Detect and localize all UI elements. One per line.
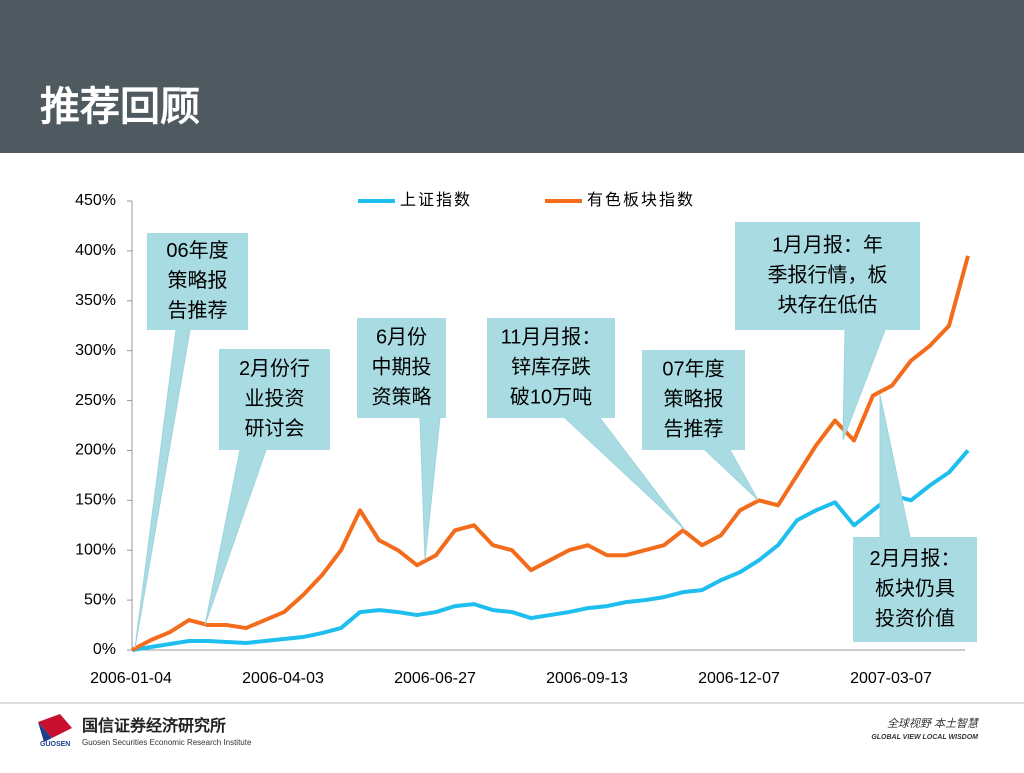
legend-label: 上证指数 xyxy=(400,191,472,209)
y-tick-label: 200% xyxy=(75,442,116,459)
callout-text: 季报行情，板 xyxy=(768,263,888,286)
x-tick-label: 2006-12-07 xyxy=(698,670,780,687)
y-tick-label: 350% xyxy=(75,292,116,309)
slide-title: 推荐回顾 xyxy=(40,83,200,130)
logo-mark xyxy=(38,722,52,742)
x-tick-label: 2007-03-07 xyxy=(850,670,932,687)
callout-text: 07年度 xyxy=(662,357,724,380)
callout-pointer xyxy=(134,329,191,649)
callout-pointer xyxy=(204,449,267,626)
callout-text: 中期投 xyxy=(372,355,432,378)
callout-text: 块存在低估 xyxy=(778,293,878,316)
y-tick-label: 300% xyxy=(75,342,116,359)
callout-text: 1月月报：年 xyxy=(772,233,883,256)
callout-pointer xyxy=(419,417,441,561)
logo-text: GUOSEN xyxy=(40,741,70,748)
org-name: 国信证券经济研究所 xyxy=(82,716,226,735)
x-tick-label: 2006-01-04 xyxy=(90,670,172,687)
series-line xyxy=(131,449,970,652)
motto: 全球视野 本土智慧 xyxy=(887,717,980,730)
x-tick-label: 2006-09-13 xyxy=(546,670,628,687)
org-name-en: Guosen Securities Economic Research Inst… xyxy=(82,738,252,747)
callout-text: 06年度 xyxy=(166,239,228,262)
chart: 0% 50% 100% 150% 200% 250% 300% 350% 400% 450% 200… xyxy=(75,191,977,687)
callout-text: 告推荐 xyxy=(664,417,724,440)
callout-box xyxy=(487,318,615,418)
callout-text: 破10万吨 xyxy=(510,385,592,408)
callout-text: 2月月报： xyxy=(869,547,960,570)
callout-text: 业投资 xyxy=(245,387,305,410)
x-tick-label: 2006-06-27 xyxy=(394,670,476,687)
y-tick-label: 450% xyxy=(75,192,116,209)
callout-text: 6月份 xyxy=(376,325,427,348)
logo-mark xyxy=(38,714,72,738)
callout-pointer xyxy=(879,394,911,538)
y-tick-label: 100% xyxy=(75,541,116,558)
callout-box xyxy=(219,349,330,450)
y-tick-label: 250% xyxy=(75,392,116,409)
header-bar xyxy=(0,0,1024,153)
callout-text: 锌库存跌 xyxy=(511,355,591,378)
callout-text: 投资价值 xyxy=(875,607,955,630)
callout-box xyxy=(147,233,248,330)
callout-text: 策略报 xyxy=(664,387,724,410)
callout-box xyxy=(642,350,745,450)
motto-en: GLOBAL VIEW LOCAL WISDOM xyxy=(871,734,978,741)
series-line xyxy=(131,255,970,652)
callout-pointer xyxy=(842,329,886,441)
callout-box xyxy=(357,318,446,418)
callout-text: 策略报 xyxy=(168,269,228,292)
legend-label: 有色板块指数 xyxy=(587,191,695,209)
callout-text: 告推荐 xyxy=(168,299,228,322)
callout-pointer xyxy=(703,449,759,501)
callout-text: 研讨会 xyxy=(245,417,305,440)
y-tick-label: 50% xyxy=(84,591,116,608)
callout-box xyxy=(853,537,977,642)
callout-box xyxy=(735,222,920,330)
callout-text: 2月份行 xyxy=(239,357,310,380)
callout-text: 11月月报： xyxy=(501,325,602,348)
y-tick-label: 400% xyxy=(75,242,116,259)
callout-text: 板块仍具 xyxy=(875,577,955,600)
y-tick-label: 150% xyxy=(75,492,116,509)
y-tick-label: 0% xyxy=(93,641,116,658)
callout-text: 资策略 xyxy=(372,385,432,408)
x-tick-label: 2006-04-03 xyxy=(242,670,324,687)
